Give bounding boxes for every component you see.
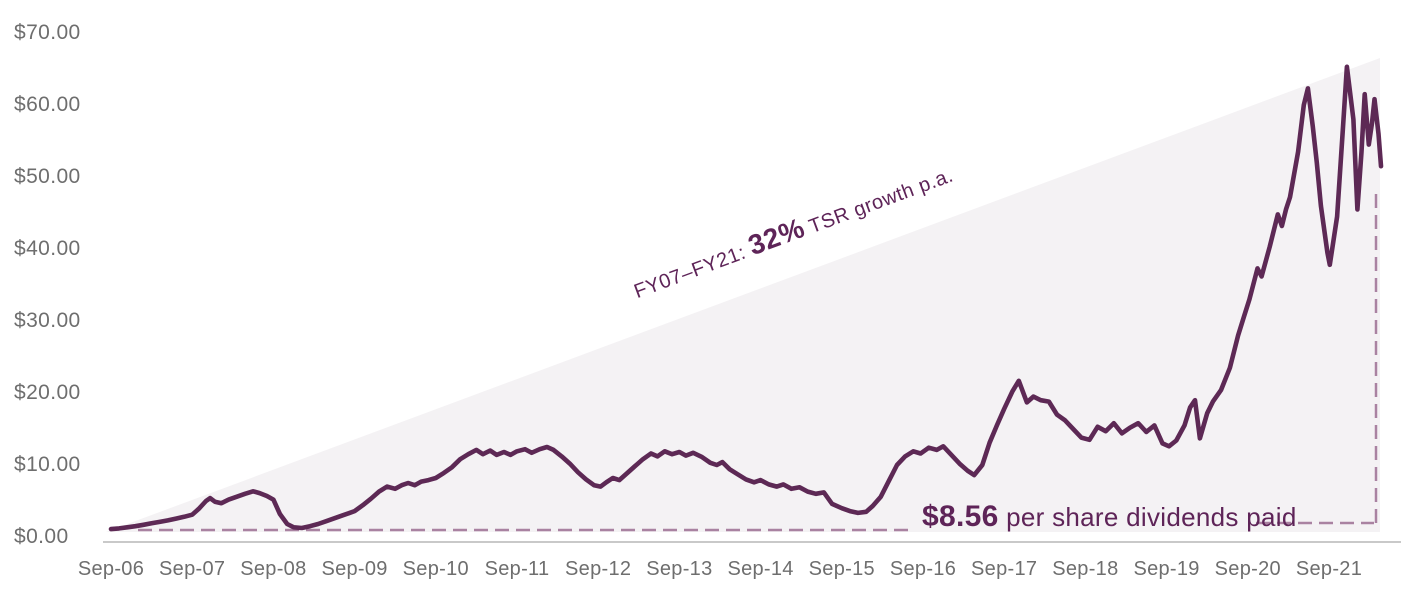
dividends-suffix: per share dividends paid [998,502,1297,532]
x-tick-label: Sep-08 [240,558,307,580]
x-tick-label: Sep-16 [889,558,957,580]
x-tick-label: Sep-20 [1214,558,1281,580]
y-tick-label: $30.00 [14,309,81,332]
x-tick-label: Sep-06 [77,558,145,580]
x-tick-label: Sep-11 [484,558,550,580]
growth-triangle-area [106,58,1380,532]
dividends-value: $8.56 [922,500,999,533]
x-tick-label: Sep-18 [1052,558,1119,580]
x-tick-label: Sep-10 [402,558,469,580]
x-tick-label: Sep-17 [971,558,1038,580]
y-tick-label: $0.00 [14,525,69,548]
x-tick-label: Sep-09 [321,558,388,580]
x-tick-label: Sep-13 [646,558,713,580]
share-price-line [108,64,1384,532]
x-tick-label: Sep-12 [565,558,632,580]
x-tick-label: Sep-14 [727,558,794,580]
y-tick-label: $60.00 [14,93,81,116]
x-tick-label: Sep-07 [159,558,226,580]
y-tick-label: $50.00 [14,165,81,188]
y-tick-label: $20.00 [14,381,81,404]
x-tick-label: Sep-15 [808,558,875,580]
y-tick-label: $40.00 [14,237,81,260]
y-tick-label: $70.00 [14,21,81,44]
x-tick-label: Sep-21 [1295,558,1363,580]
dividends-annotation: $8.56 per share dividends paid [922,502,1297,532]
y-tick-label: $10.00 [14,453,81,476]
x-tick-label: Sep-19 [1133,558,1200,580]
